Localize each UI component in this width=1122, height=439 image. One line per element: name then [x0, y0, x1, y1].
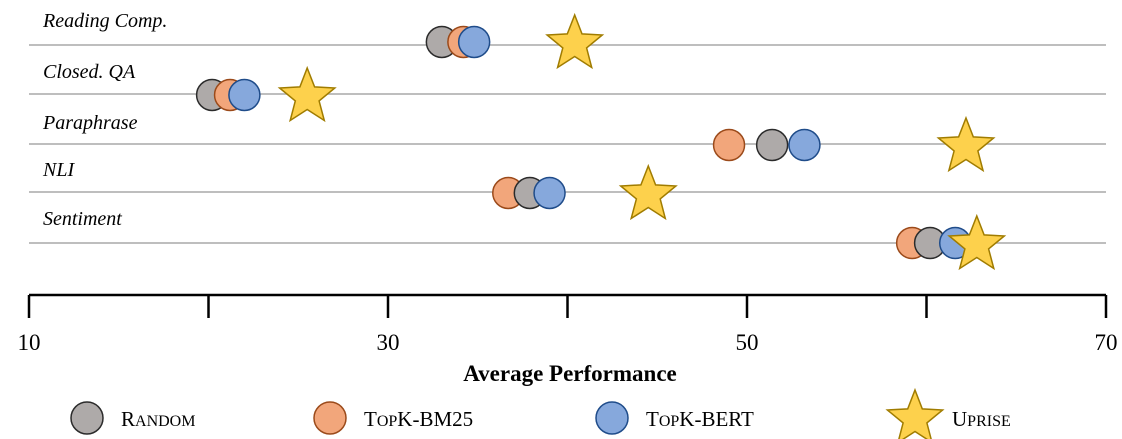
- data-point-star: [947, 213, 1007, 271]
- x-axis-title: Average Performance: [463, 361, 676, 386]
- category-label: Closed. QA: [43, 61, 136, 83]
- data-point-series-2: [712, 128, 746, 162]
- grid-lines: [29, 44, 1106, 244]
- data-markers: [195, 12, 1007, 271]
- legend: RANDOM TOPK-BM25 TOPK-BERT UPRISE: [70, 387, 1011, 439]
- data-point-star: [277, 65, 337, 123]
- x-tick-label: 10: [18, 330, 41, 355]
- legend-marker-series-2: [313, 401, 347, 435]
- data-point-star: [936, 115, 996, 173]
- data-point-series-3: [228, 78, 261, 112]
- data-point-series-3: [788, 128, 821, 162]
- data-point-star: [618, 163, 678, 221]
- data-point-series-3: [533, 176, 566, 210]
- category-label: NLI: [42, 159, 75, 181]
- data-point-star: [545, 12, 605, 70]
- legend-label-series-3: TOPK-BERT: [646, 407, 754, 431]
- category-label: Paraphrase: [42, 112, 138, 134]
- category-label: Reading Comp.: [42, 10, 167, 32]
- legend-label-series-2: TOPK-BM25: [364, 407, 473, 431]
- legend-marker-star: [885, 387, 945, 439]
- x-tick-label: 70: [1095, 330, 1118, 355]
- legend-marker-series-1: [70, 401, 104, 435]
- legend-label-series-1: RANDOM: [121, 407, 195, 431]
- category-label: Sentiment: [43, 208, 122, 230]
- x-tick-label: 50: [736, 330, 759, 355]
- x-tick-label: 30: [377, 330, 400, 355]
- category-labels: Reading Comp. Closed. QA Paraphrase NLI Sent…: [42, 10, 167, 230]
- data-point-series-1: [755, 128, 789, 162]
- legend-marker-series-3: [595, 401, 629, 435]
- legend-label-series-4: UPRISE: [952, 407, 1011, 431]
- data-point-series-3: [457, 25, 491, 59]
- x-axis: 10 30 50 70: [18, 293, 1118, 355]
